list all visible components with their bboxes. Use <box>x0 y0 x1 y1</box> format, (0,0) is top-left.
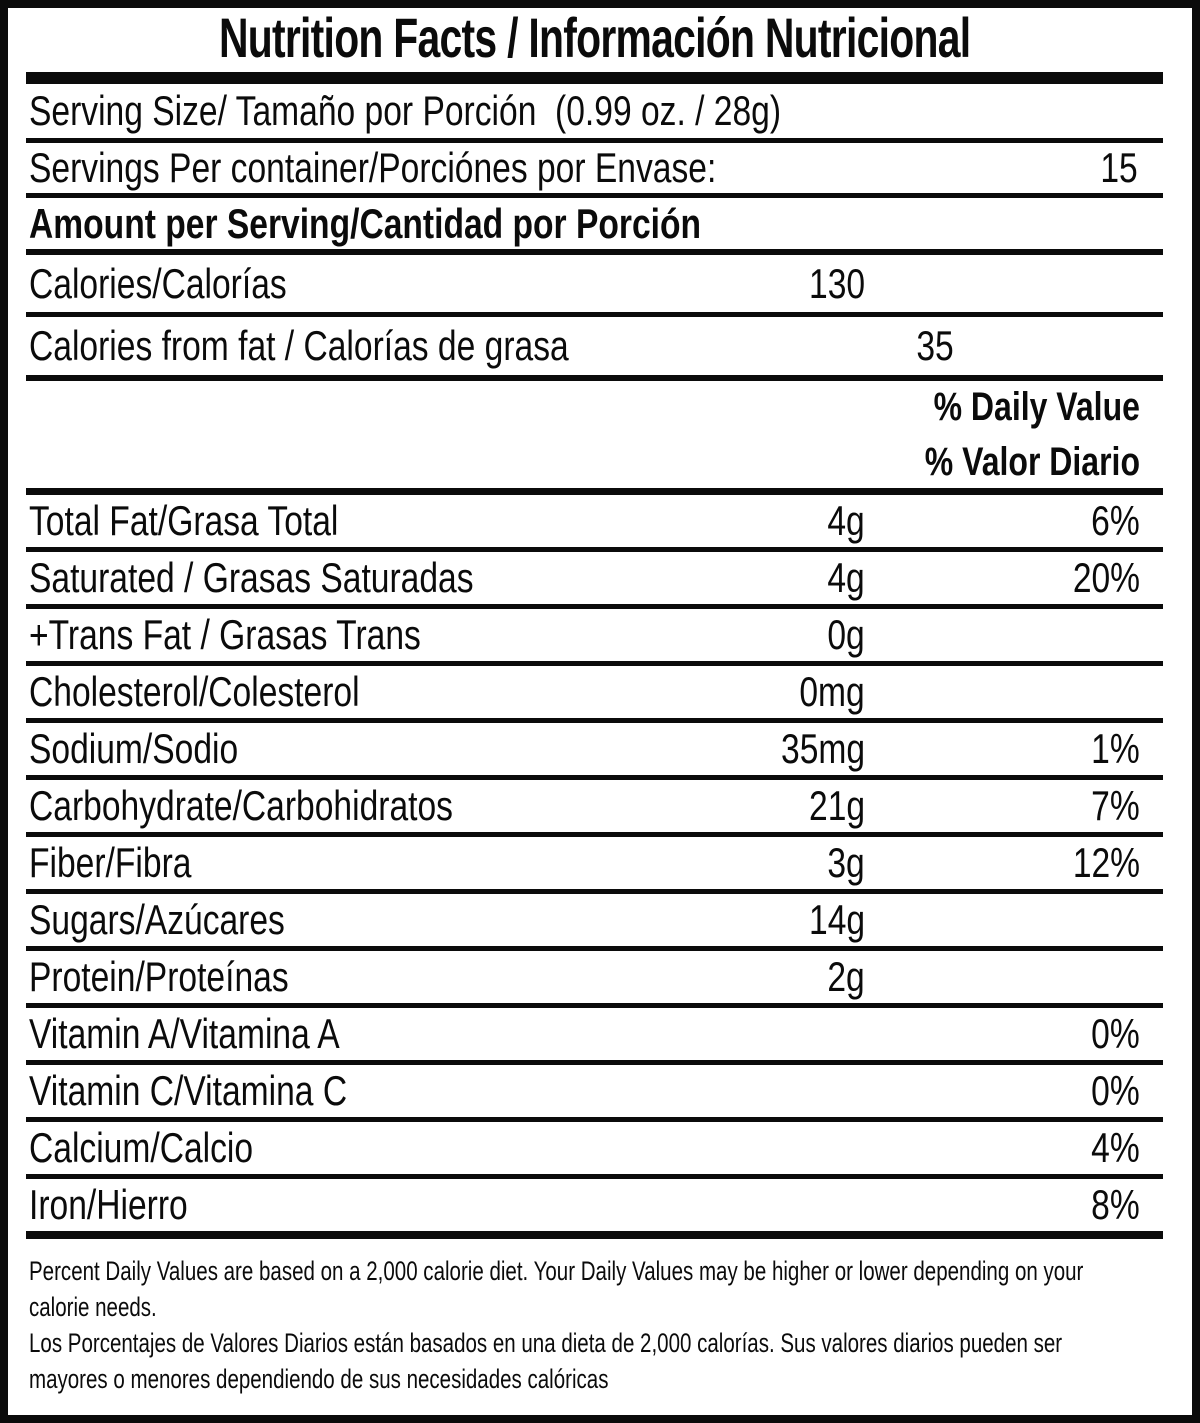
daily-value-header-block: % Daily Value % Valor Diario <box>26 381 1163 495</box>
footnote: Percent Daily Values are based on a 2,00… <box>26 1239 1163 1415</box>
row-saturated-fat: Saturated / Grasas Saturadas 4g 20% <box>26 552 1163 609</box>
calories-label: Calories/Calorías <box>29 259 287 307</box>
label-title: Nutrition Facts / Información Nutriciona… <box>218 6 971 69</box>
nutrient-label: Protein/Proteínas <box>29 953 289 1000</box>
nutrient-dv: 7% <box>1091 782 1140 829</box>
nutrient-dv: 20% <box>1072 554 1140 601</box>
servings-per-container-label: Servings Per container/Porciónes por Env… <box>29 144 717 191</box>
nutrient-amount: 4g <box>827 554 865 601</box>
nutrient-label: Saturated / Grasas Saturadas <box>29 554 474 601</box>
nutrient-amount: 4g <box>827 497 865 544</box>
row-serving-size: Serving Size/ Tamaño por Porción (0.99 o… <box>26 84 1163 143</box>
nutrient-label: Calcium/Calcio <box>29 1124 254 1171</box>
row-calories: Calories/Calorías 130 <box>26 255 1163 317</box>
nutrient-label: Fiber/Fibra <box>29 839 192 886</box>
daily-value-header-es: % Valor Diario <box>924 439 1140 484</box>
nutrient-dv: 0% <box>1091 1067 1140 1114</box>
row-amount-per-serving-header: Amount per Serving/Cantidad por Porción <box>26 198 1163 255</box>
row-fiber: Fiber/Fibra 3g 12% <box>26 837 1163 894</box>
nutrient-dv: 6% <box>1091 497 1140 544</box>
nutrient-amount: 0g <box>827 611 865 658</box>
nutrient-dv: 4% <box>1091 1124 1140 1171</box>
nutrient-dv: 1% <box>1091 725 1140 772</box>
row-servings-per-container: Servings Per container/Porciónes por Env… <box>26 143 1163 198</box>
servings-per-container-value: 15 <box>1100 144 1139 191</box>
nutrient-dv: 12% <box>1072 839 1140 886</box>
row-vitamin-a: Vitamin A/Vitamina A 0% <box>26 1008 1163 1065</box>
nutrient-label: Sugars/Azúcares <box>29 896 285 943</box>
nutrient-amount: 2g <box>827 953 865 1000</box>
daily-value-header-en: % Daily Value <box>933 384 1140 429</box>
row-calcium: Calcium/Calcio 4% <box>26 1122 1163 1179</box>
row-cholesterol: Cholesterol/Colesterol 0mg <box>26 666 1163 723</box>
calories-from-fat-value: 35 <box>916 322 954 369</box>
nutrient-amount: 14g <box>808 896 865 943</box>
row-protein: Protein/Proteínas 2g <box>26 951 1163 1008</box>
nutrient-amount: 21g <box>808 782 865 829</box>
nutrient-label: Vitamin A/Vitamina A <box>29 1010 340 1057</box>
title-divider-bar <box>26 72 1163 84</box>
nutrient-label: Iron/Hierro <box>29 1181 188 1228</box>
footnote-line: Los Porcentajes de Valores Diarios están… <box>29 1328 1063 1358</box>
nutrient-label: Carbohydrate/Carbohidratos <box>29 782 453 829</box>
nutrient-label: Vitamin C/Vitamina C <box>29 1067 348 1114</box>
calories-value: 130 <box>808 259 865 307</box>
amount-per-serving-header: Amount per Serving/Cantidad por Porción <box>29 199 702 247</box>
nutrient-dv: 0% <box>1091 1010 1140 1057</box>
nutrient-amount: 35mg <box>780 725 865 772</box>
nutrient-label: Cholesterol/Colesterol <box>29 668 360 715</box>
row-calories-from-fat: Calories from fat / Calorías de grasa 35 <box>26 317 1163 381</box>
nutrient-dv: 8% <box>1091 1181 1140 1228</box>
row-iron: Iron/Hierro 8% <box>26 1179 1163 1239</box>
row-sugars: Sugars/Azúcares 14g <box>26 894 1163 951</box>
nutrient-label: Total Fat/Grasa Total <box>29 497 339 544</box>
footnote-line: Percent Daily Values are based on a 2,00… <box>29 1256 1084 1286</box>
row-vitamin-c: Vitamin C/Vitamina C 0% <box>26 1065 1163 1122</box>
footnote-line: mayores o menores dependiendo de sus nec… <box>29 1364 609 1394</box>
row-sodium: Sodium/Sodio 35mg 1% <box>26 723 1163 780</box>
footnote-line: calorie needs. <box>29 1292 157 1322</box>
row-total-fat: Total Fat/Grasa Total 4g 6% <box>26 495 1163 552</box>
row-carbohydrate: Carbohydrate/Carbohidratos 21g 7% <box>26 780 1163 837</box>
nutrient-label: +Trans Fat / Grasas Trans <box>29 611 421 658</box>
nutrient-label: Sodium/Sodio <box>29 725 239 772</box>
nutrient-amount: 3g <box>827 839 865 886</box>
serving-size-text: Serving Size/ Tamaño por Porción (0.99 o… <box>29 87 782 134</box>
nutrient-amount: 0mg <box>799 668 865 715</box>
row-trans-fat: +Trans Fat / Grasas Trans 0g <box>26 609 1163 666</box>
label-title-row: Nutrition Facts / Información Nutriciona… <box>26 6 1163 72</box>
calories-from-fat-label: Calories from fat / Calorías de grasa <box>29 322 569 369</box>
